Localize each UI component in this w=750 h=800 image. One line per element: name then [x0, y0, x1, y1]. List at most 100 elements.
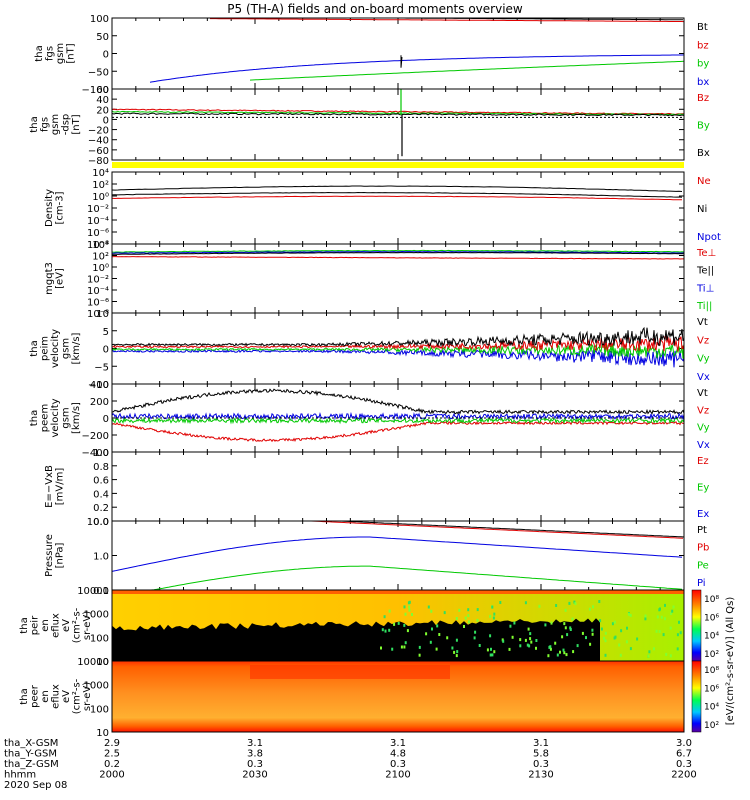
speckle [418, 653, 421, 657]
speckle [535, 646, 537, 650]
y-tick-label: 10⁰ [92, 263, 109, 274]
panel-frame [111, 520, 685, 591]
ylabel-line: peir [30, 615, 41, 635]
ylabel-line: [cm-3] [55, 191, 66, 224]
series-ne [111, 195, 683, 201]
speckle [528, 644, 531, 648]
speckle [406, 629, 409, 633]
y-tick-label: 400 [90, 380, 109, 391]
y-tick-label: 10⁰ [92, 192, 109, 203]
series-ni [111, 185, 683, 192]
speckle [486, 648, 489, 652]
legend-vt: Vt [697, 388, 708, 399]
legend-ex: Ex [697, 509, 709, 520]
speckle [530, 640, 533, 644]
ylabel-line: tha [19, 688, 30, 704]
speckle [613, 636, 616, 640]
colorbar-tick: 10² [704, 650, 719, 660]
speckle [588, 607, 591, 611]
y-tick-label: 0.8 [93, 462, 109, 473]
footer-value: 2200 [671, 770, 696, 781]
speckle [647, 654, 650, 658]
legend-pb: Pb [697, 543, 709, 554]
speckle [604, 653, 607, 657]
y-tick-label: 0 [103, 414, 109, 425]
y-tick-label: 0 [103, 115, 109, 126]
y-tick-label: 10⁻⁴ [87, 286, 109, 297]
y-tick-label: −400 [82, 448, 109, 459]
footer-value: 2.5 [104, 749, 120, 760]
series-pe [112, 565, 683, 591]
speckle [519, 644, 522, 648]
legend-bx: bx [697, 77, 709, 88]
ylabel-line: E=−VxB [44, 465, 55, 508]
footer-value: 0.2 [104, 759, 120, 770]
legend-vt: Vt [697, 317, 708, 328]
speckle [400, 645, 403, 649]
y-tick-label: −80 [88, 156, 109, 167]
y-tick-label: −10 [88, 380, 109, 391]
legend-by: by [697, 59, 709, 70]
colorbar-label: [eV/(cm²-s-sr-eV)] (All Qs) [725, 597, 736, 726]
y-tick-label: 0.6 [93, 476, 109, 487]
legend-bt: Bt [697, 22, 708, 33]
series-by2 [111, 110, 685, 116]
ylabel-line: tha [19, 617, 30, 633]
panel-frame [111, 17, 685, 90]
speckle [524, 601, 527, 605]
speckle [603, 636, 606, 640]
y-tick-label: 1000 [84, 681, 109, 692]
speckle [491, 605, 494, 609]
y-tick-label: −60 [88, 146, 109, 157]
panel-4-ylabel: mgqt3[eV] [44, 262, 66, 295]
speckle [455, 638, 458, 642]
speckle [451, 646, 454, 650]
speckle [492, 616, 495, 620]
y-tick-label: 10² [92, 252, 109, 263]
speckle [547, 654, 550, 658]
y-tick-label: 10⁻⁴ [87, 216, 109, 227]
speckle [535, 639, 538, 642]
speckle [427, 605, 430, 609]
ylabel-line: -dsp [61, 114, 72, 136]
series-vy1 [111, 343, 685, 359]
ylabel-line: tha [34, 45, 45, 61]
speckle [644, 614, 647, 618]
panel-frame [111, 171, 685, 245]
speckle [629, 647, 632, 651]
speckle [455, 617, 458, 620]
speckle [391, 647, 394, 651]
speckle [493, 650, 496, 654]
series-vz2 [111, 420, 685, 443]
panel-frame [111, 660, 685, 733]
speckle [430, 609, 433, 613]
speckle [380, 646, 382, 650]
speckle [388, 628, 391, 632]
speckle [493, 612, 496, 616]
speckle [581, 631, 584, 635]
legend-pe: Pe [697, 560, 709, 571]
speckle [554, 641, 557, 645]
colorbar-tick: 10⁴ [704, 632, 719, 642]
ylabel-line: velocity [50, 398, 61, 437]
y-tick-label: 10000 [77, 586, 109, 597]
footer-value: 3.1 [533, 738, 549, 749]
speckle [438, 633, 441, 636]
y-tick-label: −50 [88, 67, 109, 78]
ylabel-line: eflux [51, 613, 62, 638]
speckle [509, 624, 512, 628]
series-bx2 [111, 112, 685, 117]
y-tick-label: 10.0 [87, 517, 109, 528]
speckle [384, 629, 387, 633]
y-tick-label: −40 [88, 136, 109, 147]
footer-value: 3.1 [390, 738, 406, 749]
speckle [489, 614, 492, 618]
speckle [455, 654, 458, 658]
speckle [425, 632, 428, 636]
speckle [474, 630, 477, 634]
status-bar [112, 162, 684, 168]
speckle [467, 614, 470, 618]
panel-1: thafgsgsm[nT] [34, 17, 685, 90]
speckle [568, 601, 571, 605]
ylabel-line: gsm [61, 407, 72, 428]
